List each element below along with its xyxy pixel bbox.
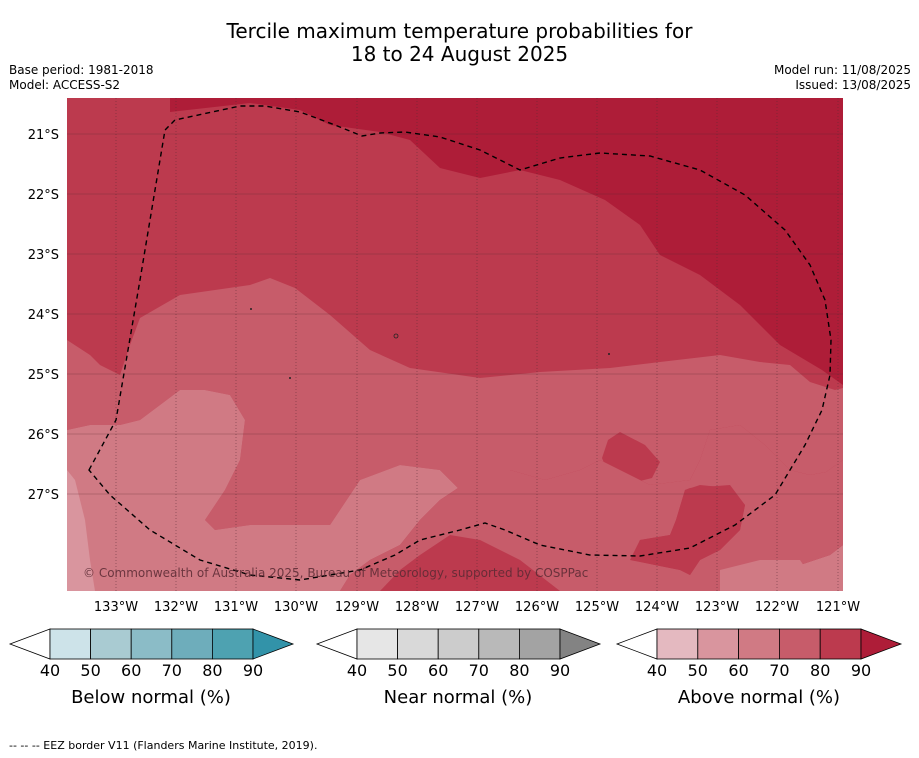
colorbar-tick: 60 xyxy=(428,661,448,680)
colorbar-swatch xyxy=(171,628,213,660)
base-period: Base period: 1981-2018 xyxy=(9,63,154,77)
colorbar-swatch xyxy=(211,628,254,660)
colorbar-min-extension xyxy=(8,628,51,660)
lat-label: 25°S xyxy=(28,368,59,383)
colorbar-swatch xyxy=(656,628,699,660)
colorbar-swatch xyxy=(738,628,780,660)
colorbar-tick: 90 xyxy=(550,661,570,680)
colorbar-min-extension xyxy=(315,628,358,660)
island-2 xyxy=(393,333,399,339)
title-line-2: 18 to 24 August 2025 xyxy=(350,42,569,66)
region-60 xyxy=(67,390,458,591)
colorbar-min-extension xyxy=(615,628,658,660)
region-70-lower-right xyxy=(340,425,843,591)
lon-label: 126°W xyxy=(515,600,559,615)
lat-gridlines xyxy=(67,133,843,495)
island-4 xyxy=(608,353,610,355)
chart-title: Tercile maximum temperature probabilitie… xyxy=(0,20,919,66)
colorbar-tick: 50 xyxy=(387,661,407,680)
colorbar-tick: 70 xyxy=(769,661,789,680)
colorbar-swatch xyxy=(478,628,520,660)
colorbar-tick: 40 xyxy=(40,661,60,680)
issued-date: Issued: 13/08/2025 xyxy=(795,78,911,92)
lon-label: 124°W xyxy=(635,600,679,615)
colorbar-title: Near normal (%) xyxy=(384,687,533,708)
colorbar-swatch xyxy=(519,628,561,660)
colorbar-tick: 90 xyxy=(851,661,871,680)
copyright: © Commonwealth of Australia 2025, Bureau… xyxy=(83,566,588,580)
colorbar-tick: 50 xyxy=(688,661,708,680)
colorbar-tick: 80 xyxy=(202,661,222,680)
lon-label: 132°W xyxy=(154,600,198,615)
colorbar-max-extension xyxy=(860,628,903,660)
lat-label: 24°S xyxy=(28,308,59,323)
colorbar-tick: 70 xyxy=(162,661,182,680)
region-60-bottom xyxy=(720,560,810,591)
lon-label: 127°W xyxy=(455,600,499,615)
model-name: Model: ACCESS-S2 xyxy=(9,78,121,92)
colorbar-max-extension xyxy=(252,628,295,660)
island-3 xyxy=(289,377,291,379)
island-1 xyxy=(250,308,252,310)
eez-footnote: -- -- -- EEZ border V11 (Flanders Marine… xyxy=(9,739,318,752)
colorbar-tick: 40 xyxy=(347,661,367,680)
lon-label: 122°W xyxy=(755,600,799,615)
model-run: Model run: 11/08/2025 xyxy=(773,63,911,77)
lon-label: 130°W xyxy=(274,600,318,615)
colorbar-max-extension xyxy=(559,628,602,660)
colorbar-swatch xyxy=(49,628,91,660)
region-50 xyxy=(67,470,95,591)
run-info: Model run: 11/08/2025 Issued: 13/08/2025 xyxy=(774,63,911,93)
colorbar-swatch xyxy=(356,628,398,660)
colorbar-near-normal: 40 50 60 70 80 90 Near normal (%) xyxy=(315,628,602,708)
colorbar-below-normal: 40 50 60 70 80 90 Below normal (%) xyxy=(8,628,295,708)
colorbar-swatch xyxy=(819,628,862,660)
colorbar-swatch xyxy=(697,628,739,660)
title-line-1: Tercile maximum temperature probabilitie… xyxy=(226,19,693,43)
colorbar-tick: 90 xyxy=(243,661,263,680)
lat-label: 27°S xyxy=(28,488,59,503)
colorbar-title: Below normal (%) xyxy=(71,687,231,708)
lon-label: 128°W xyxy=(395,600,439,615)
colorbar-swatch xyxy=(397,628,439,660)
colorbar-tick: 60 xyxy=(728,661,748,680)
region-90 xyxy=(170,98,843,385)
lon-label: 125°W xyxy=(575,600,619,615)
base-info: Base period: 1981-2018 Model: ACCESS-S2 xyxy=(9,63,154,93)
colorbar-tick: 50 xyxy=(80,661,100,680)
lat-label: 23°S xyxy=(28,248,59,263)
lat-label: 22°S xyxy=(28,188,59,203)
lat-labels: 21°S 22°S 23°S 24°S 25°S 26°S 27°S xyxy=(28,128,59,503)
lon-gridlines xyxy=(115,98,839,591)
colorbar-swatch xyxy=(130,628,173,660)
colorbar-tick: 70 xyxy=(469,661,489,680)
lon-labels: 133°W 132°W 131°W 130°W 129°W 128°W 127°… xyxy=(94,600,860,615)
colorbar-above-normal: 40 50 60 70 80 90 Above normal (%) xyxy=(615,628,903,708)
colorbar-title: Above normal (%) xyxy=(678,687,840,708)
colorbar-tick: 80 xyxy=(810,661,830,680)
lon-label: 123°W xyxy=(695,600,739,615)
lon-label: 131°W xyxy=(214,600,258,615)
probability-map: © Commonwealth of Australia 2025, Bureau… xyxy=(67,98,843,591)
colorbar-swatch xyxy=(779,628,821,660)
lon-label: 133°W xyxy=(94,600,138,615)
colorbar-tick: 40 xyxy=(647,661,667,680)
lat-label: 26°S xyxy=(28,428,59,443)
lon-label: 129°W xyxy=(335,600,379,615)
region-60-right xyxy=(730,545,843,591)
colorbar-swatch xyxy=(437,628,480,660)
eez-border xyxy=(88,105,832,581)
colorbar-tick: 60 xyxy=(121,661,141,680)
colorbar-swatch xyxy=(90,628,132,660)
lat-label: 21°S xyxy=(28,128,59,143)
colorbar-tick: 80 xyxy=(509,661,529,680)
lon-label: 121°W xyxy=(816,600,860,615)
